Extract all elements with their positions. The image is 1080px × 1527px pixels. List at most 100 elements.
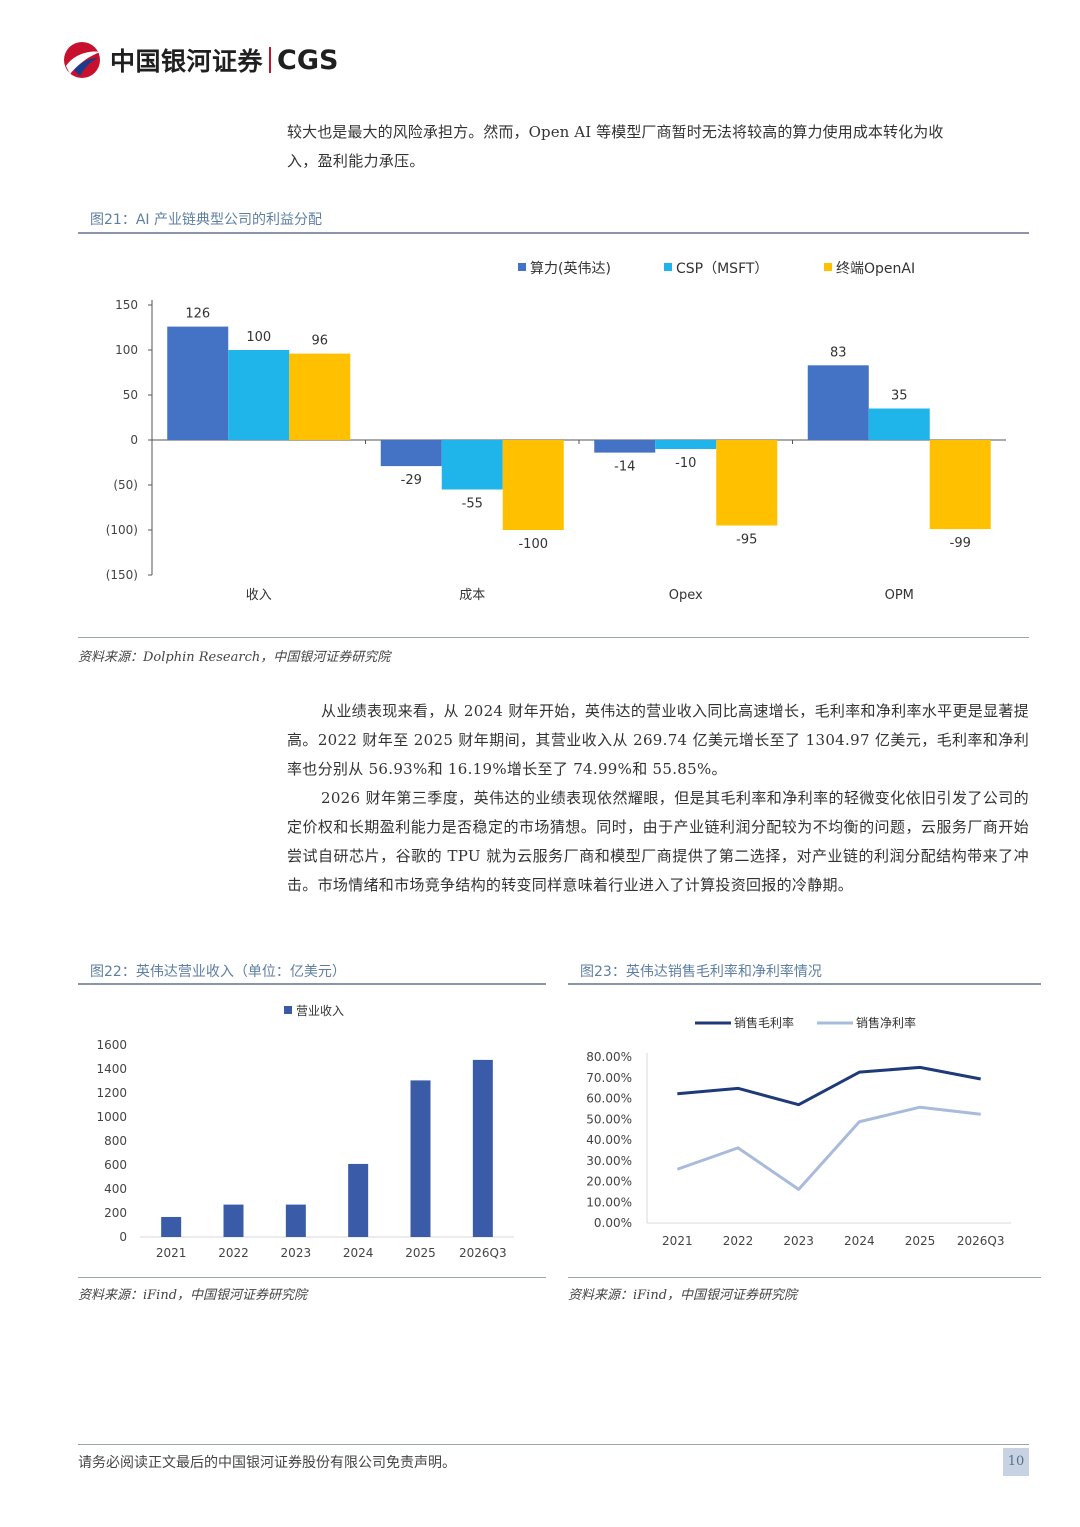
fig21-data-label: 126 xyxy=(185,307,210,322)
fig22-y-tick-label: 400 xyxy=(104,1182,127,1196)
fig22-x-label: 2024 xyxy=(343,1246,374,1260)
fig21-bar xyxy=(289,353,351,440)
fig22-x-label: 2021 xyxy=(156,1246,187,1260)
fig23-legend-label: 销售毛利率 xyxy=(734,1015,794,1030)
fig22-y-tick-label: 1200 xyxy=(96,1086,127,1100)
fig23-x-label: 2022 xyxy=(723,1234,754,1248)
fig22-x-label: 2023 xyxy=(281,1246,312,1260)
fig22-y-tick-label: 0 xyxy=(119,1230,127,1244)
fig23-series-line xyxy=(676,1105,981,1191)
fig22-bar xyxy=(161,1216,182,1237)
fig23-x-label: 2021 xyxy=(662,1234,693,1248)
fig21-bar xyxy=(716,440,778,526)
fig22-chart: 1600 1400 1200 1000 800 600 400 200 0 2021 2022 202… xyxy=(96,1004,514,1260)
fig21-bar xyxy=(807,365,869,440)
fig21-bottom-rule xyxy=(78,637,1029,638)
fig21-legend-label: 终端OpenAI xyxy=(836,261,915,277)
fig23-x-label: 2026Q3 xyxy=(957,1234,1005,1248)
fig21-data-label: -29 xyxy=(401,473,422,488)
body-paragraph-1: 从业绩表现来看，从 2024 财年开始，英伟达的营业收入同比高速增长，毛利率和净… xyxy=(287,702,1029,778)
fig22-bar xyxy=(410,1080,431,1237)
fig22-bar xyxy=(348,1163,369,1237)
fig23-y-tick-label: 80.00% xyxy=(586,1050,632,1064)
body-text: 从业绩表现来看，从 2024 财年开始，英伟达的营业收入同比高速增长，毛利率和净… xyxy=(287,697,1029,900)
fig21-bar xyxy=(594,440,656,453)
fig22-top-rule xyxy=(78,983,546,985)
fig21-y-tick-label: (150) xyxy=(106,568,138,582)
fig21-y-tick-label: (50) xyxy=(113,478,138,492)
fig23-y-tick-label: 0.00% xyxy=(594,1216,632,1230)
fig23-y-tick-label: 30.00% xyxy=(586,1154,632,1168)
fig21-y-tick-label: (100) xyxy=(106,523,138,537)
fig22-source: 资料来源：iFind，中国银河证券研究院 xyxy=(78,1288,308,1303)
fig21-x-label: 成本 xyxy=(459,588,485,603)
footer-rule xyxy=(78,1444,1029,1445)
fig21-bar xyxy=(167,326,229,440)
fig22-bar xyxy=(285,1204,306,1237)
fig21-x-label: 收入 xyxy=(246,588,272,603)
fig21-data-label: -95 xyxy=(736,533,757,548)
fig23-y-tick-label: 40.00% xyxy=(586,1133,632,1147)
fig23-y-tick-label: 10.00% xyxy=(586,1195,632,1209)
fig21-bar xyxy=(655,440,717,449)
fig23-x-label: 2024 xyxy=(844,1234,875,1248)
fig23-y-tick-label: 50.00% xyxy=(586,1112,632,1126)
fig21-title: 图21：AI 产业链典型公司的利益分配 xyxy=(90,212,322,228)
fig22-y-tick-label: 1000 xyxy=(96,1110,127,1124)
fig21-data-label: 96 xyxy=(311,334,328,349)
fig22-legend-label: 营业收入 xyxy=(296,1004,344,1018)
fig21-bar xyxy=(929,440,991,530)
fig23-source: 资料来源：iFind，中国银河证券研究院 xyxy=(568,1288,798,1303)
fig22-y-tick-label: 600 xyxy=(104,1158,127,1172)
fig23-series-line xyxy=(677,1065,981,1107)
fig21-top-rule xyxy=(78,232,1029,234)
brand-logo: 中国银河证券 CGS xyxy=(60,40,338,80)
galaxy-logo-icon xyxy=(64,42,100,78)
intro-line-1: 较大也是最大的风险承担方。然而，Open AI 等模型厂商暂时无法将较高的算力使… xyxy=(287,123,944,141)
fig22-bottom-rule xyxy=(78,1277,546,1278)
footer-disclaimer: 请务必阅读正文最后的中国银河证券股份有限公司免责声明。 xyxy=(78,1455,456,1471)
fig22-y-tick-label: 800 xyxy=(104,1134,127,1148)
fig21-legend-swatch xyxy=(664,263,672,271)
fig23-chart: 80.00% 70.00% 60.00% 50.00% 40.00% 30.00% 20.0… xyxy=(586,1015,1011,1248)
fig22-x-label: 2026Q3 xyxy=(459,1246,507,1260)
fig21-data-label: 100 xyxy=(246,330,271,345)
fig23-y-tick-label: 20.00% xyxy=(586,1175,632,1189)
fig23-x-label: 2025 xyxy=(905,1234,936,1248)
fig21-source: 资料来源：Dolphin Research，中国银河证券研究院 xyxy=(78,650,391,665)
fig21-x-label: Opex xyxy=(669,588,703,603)
fig22-legend-swatch xyxy=(284,1006,292,1014)
fig22-title: 图22：英伟达营业收入（单位：亿美元） xyxy=(90,964,346,980)
fig21-data-label: -14 xyxy=(614,460,635,475)
fig23-bottom-rule xyxy=(568,1277,1041,1278)
fig22-x-label: 2025 xyxy=(405,1246,436,1260)
fig21-data-label: -10 xyxy=(675,456,696,471)
fig23-legend-label: 销售净利率 xyxy=(856,1015,916,1030)
fig21-legend-swatch xyxy=(518,263,526,271)
intro-line-2: 入，盈利能力承压。 xyxy=(287,152,425,170)
fig21-data-label: -55 xyxy=(462,497,483,512)
fig23-y-tick-label: 60.00% xyxy=(586,1092,632,1106)
fig21-bar xyxy=(441,440,503,490)
fig23-top-rule xyxy=(568,983,1041,985)
fig23-title: 图23：英伟达销售毛利率和净利率情况 xyxy=(580,964,822,980)
fig21-y-tick-label: 150 xyxy=(115,298,138,312)
fig22-bar xyxy=(223,1204,244,1237)
logo-chinese-text: 中国银河证券 xyxy=(110,47,264,76)
fig21-legend-swatch xyxy=(824,263,832,271)
fig21-bar xyxy=(502,440,564,530)
body-paragraph-2: 2026 财年第三季度，英伟达的业绩表现依然耀眼，但是其毛利率和净利率的轻微变化… xyxy=(287,789,1029,894)
fig21-y-tick-label: 50 xyxy=(123,388,138,402)
fig22-bar xyxy=(472,1059,493,1237)
fig22-y-tick-label: 200 xyxy=(104,1206,127,1220)
logo-english-text: CGS xyxy=(277,44,339,76)
fig21-legend-label: 算力(英伟达) xyxy=(530,260,611,277)
fig21-chart: 150 100 50 0 (50) (100) (150) 126 100 96 收入 -29 -55 -… xyxy=(106,260,1006,603)
fig21-data-label: -99 xyxy=(950,536,971,551)
fig21-bar xyxy=(380,440,442,467)
fig21-x-label: OPM xyxy=(885,588,914,603)
fig21-y-tick-label: 100 xyxy=(115,343,138,357)
fig21-data-label: 83 xyxy=(830,345,847,360)
fig22-y-tick-label: 1600 xyxy=(96,1038,127,1052)
fig21-bar xyxy=(228,350,290,440)
